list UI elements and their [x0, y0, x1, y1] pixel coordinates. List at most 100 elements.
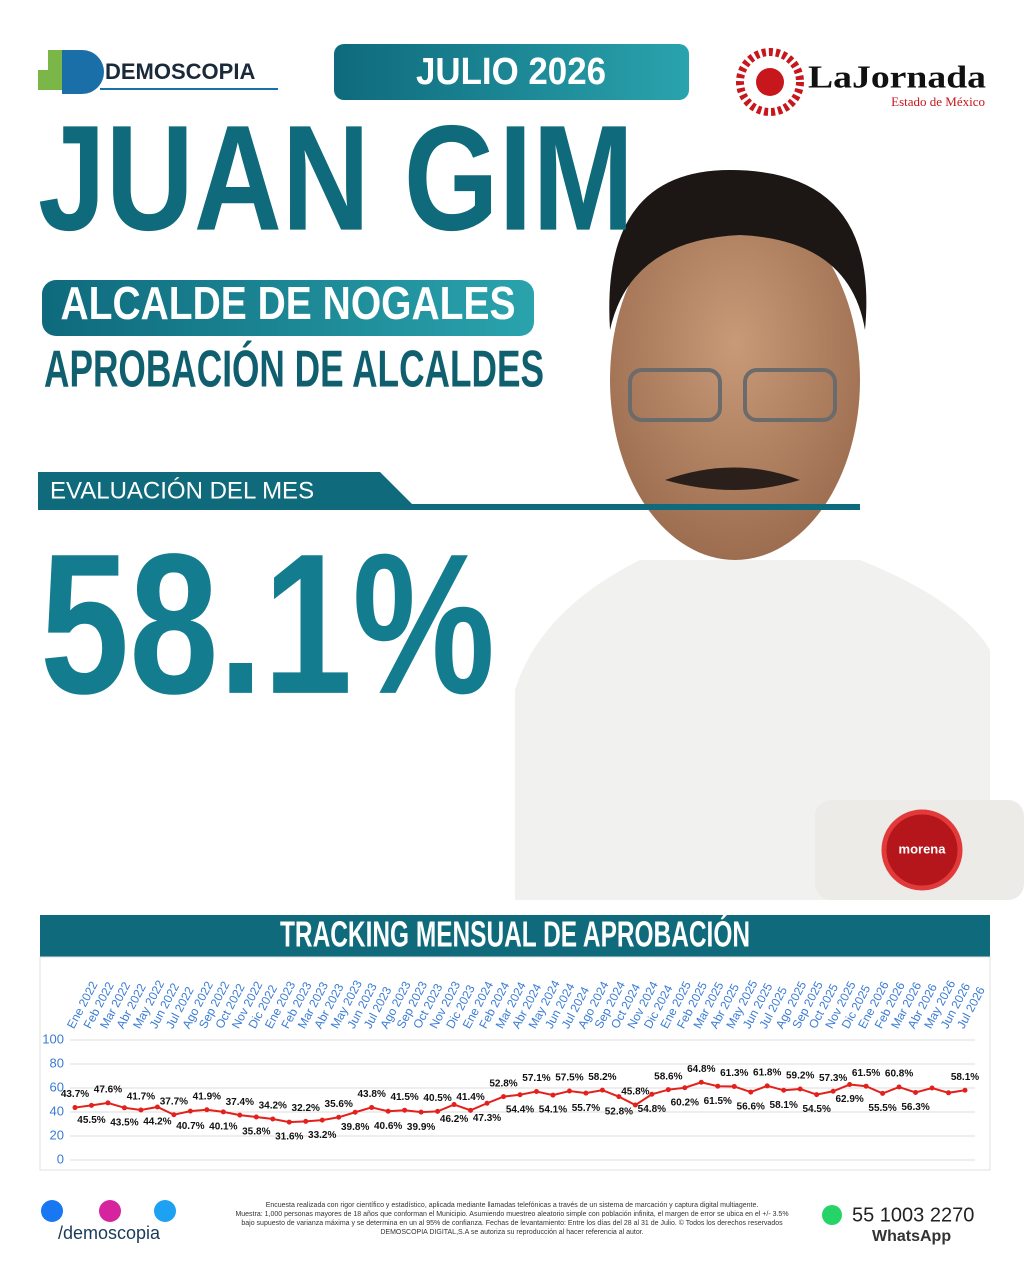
y-tick-label: 40: [50, 1103, 64, 1118]
point: [814, 1092, 820, 1098]
point: [698, 1079, 704, 1085]
value-label: 47.6%: [94, 1085, 122, 1096]
point: [847, 1082, 853, 1088]
point: [501, 1094, 507, 1100]
value-label: 44.2%: [143, 1117, 171, 1128]
point: [303, 1118, 309, 1124]
point: [270, 1116, 276, 1122]
point: [468, 1107, 474, 1113]
value-label: 56.6%: [737, 1102, 765, 1113]
point: [286, 1119, 292, 1125]
value-label: 46.2%: [440, 1114, 468, 1125]
value-label: 58.1%: [951, 1072, 979, 1083]
point: [319, 1117, 325, 1123]
point: [533, 1088, 539, 1094]
point: [830, 1088, 836, 1094]
point: [435, 1108, 441, 1114]
value-label: 43.8%: [357, 1089, 385, 1100]
point: [336, 1114, 342, 1120]
social-icons: [41, 1200, 176, 1222]
point: [731, 1083, 737, 1089]
note-line: DEMOSCOPIA DIGITAL,S.A se autoriza su re…: [380, 1229, 643, 1236]
value-label: 58.2%: [588, 1072, 616, 1083]
value-label: 61.3%: [720, 1068, 748, 1079]
point: [121, 1105, 127, 1111]
eval-bar: [38, 472, 860, 510]
point: [632, 1102, 638, 1108]
value-label: 43.7%: [61, 1089, 89, 1100]
value-label: 54.5%: [802, 1104, 830, 1115]
whatsapp-icon: [822, 1205, 842, 1225]
point: [665, 1087, 671, 1093]
value-label: 40.1%: [209, 1122, 237, 1133]
point: [253, 1114, 259, 1120]
value-label: 58.1%: [770, 1100, 798, 1111]
point: [913, 1089, 919, 1095]
role-pill: [42, 280, 534, 336]
point: [896, 1084, 902, 1090]
phone-label: WhatsApp: [872, 1228, 951, 1245]
value-label: 64.8%: [687, 1064, 715, 1075]
point: [171, 1112, 177, 1118]
note-line: Encuesta realizada con rigor científico …: [266, 1202, 759, 1209]
value-label: 62.9%: [835, 1094, 863, 1105]
point: [781, 1087, 787, 1093]
value-label: 45.8%: [621, 1087, 649, 1098]
point: [237, 1112, 243, 1118]
point: [566, 1088, 572, 1094]
value-label: 47.3%: [473, 1113, 501, 1124]
point: [187, 1108, 193, 1114]
value-label: 40.6%: [374, 1121, 402, 1132]
candidate-name: JUAN GIM: [38, 94, 634, 262]
value-label: 39.9%: [407, 1122, 435, 1133]
value-label: 61.8%: [753, 1067, 781, 1078]
point: [418, 1109, 424, 1115]
y-tick-label: 20: [50, 1127, 64, 1142]
y-tick-label: 0: [57, 1151, 64, 1166]
value-label: 39.8%: [341, 1122, 369, 1133]
point: [105, 1100, 111, 1106]
value-label: 61.5%: [704, 1096, 732, 1107]
point: [451, 1102, 457, 1108]
point: [946, 1090, 952, 1096]
point: [863, 1083, 869, 1089]
chart-title: TRACKING MENSUAL DE APROBACIÓN: [280, 913, 750, 955]
party-logo: [881, 809, 963, 891]
value-label: 57.5%: [555, 1073, 583, 1084]
point: [748, 1089, 754, 1095]
value-label: 59.2%: [786, 1071, 814, 1082]
value-label: 41.5%: [390, 1092, 418, 1103]
value-label: 35.6%: [325, 1099, 353, 1110]
value-label: 58.6%: [654, 1071, 682, 1082]
date: JULIO 2026: [416, 51, 606, 93]
brand-logo: DEMOSCOPIA: [38, 50, 278, 94]
value-label: 57.3%: [819, 1073, 847, 1084]
social-handle: /demoscopia: [58, 1223, 161, 1243]
point: [929, 1085, 935, 1091]
point: [616, 1094, 622, 1100]
note-line: bajo supuesto de varianza máxima y se de…: [241, 1219, 783, 1227]
value-label: 31.6%: [275, 1132, 303, 1143]
point: [797, 1086, 803, 1092]
value-label: 34.2%: [259, 1101, 287, 1112]
date-pill: [334, 44, 689, 100]
eval-label: EVALUACIÓN DEL MES: [50, 477, 314, 504]
value-label: 56.3%: [901, 1102, 929, 1113]
brand-name: DEMOSCOPIA: [105, 59, 255, 84]
point: [88, 1102, 94, 1108]
value-label: 40.7%: [176, 1121, 204, 1132]
note-line: Muestra: 1,000 personas mayores de 18 añ…: [235, 1211, 788, 1218]
partner-name: LaJornada: [808, 58, 986, 94]
point: [649, 1091, 655, 1097]
point: [764, 1083, 770, 1089]
value-label: 33.2%: [308, 1130, 336, 1141]
value-label: 60.2%: [671, 1097, 699, 1108]
partner-logo: LaJornada Estado de México: [736, 48, 986, 116]
point: [583, 1090, 589, 1096]
role: ALCALDE DE NOGALES: [61, 277, 516, 329]
point: [220, 1109, 226, 1115]
point: [385, 1108, 391, 1114]
value-label: 54.1%: [539, 1105, 567, 1116]
value-label: 61.5%: [852, 1068, 880, 1079]
